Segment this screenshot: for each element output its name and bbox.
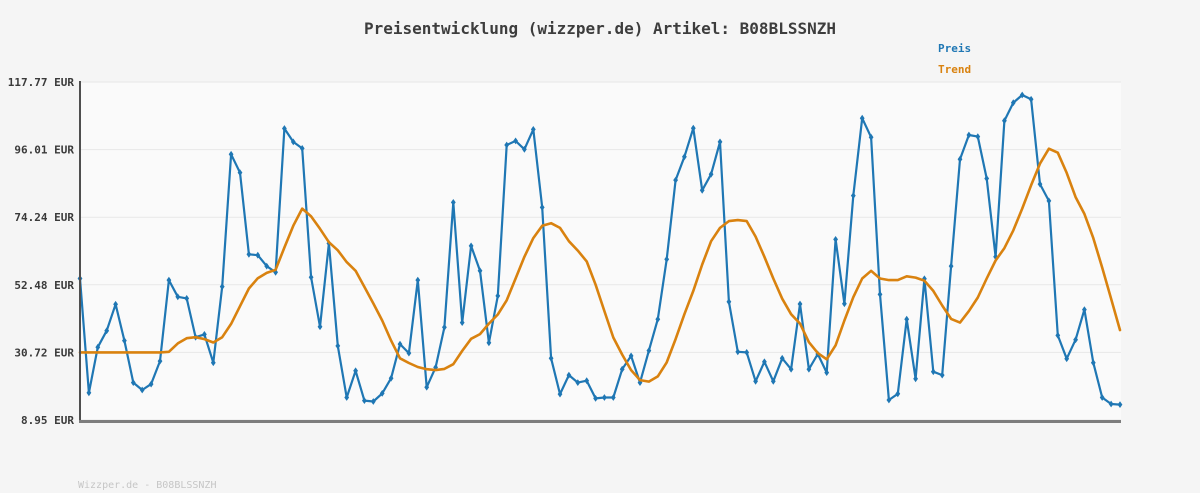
watermark-text: Wizzper.de - B08BLSSNZH <box>78 480 217 491</box>
legend-item-preis: Preis <box>938 38 971 59</box>
series-line-trend <box>78 147 1122 383</box>
bottom-strip <box>0 493 1200 500</box>
plot-area <box>80 82 1121 420</box>
y-tick-label: 117.77 EUR <box>8 76 75 89</box>
legend-label-trend: Trend <box>938 63 972 76</box>
y-tick-label: 52.48 EUR <box>14 279 74 292</box>
y-tick-label: 74.24 EUR <box>14 211 74 224</box>
legend-label-preis: Preis <box>938 42 972 55</box>
series-line-preis <box>78 93 1122 406</box>
y-tick-label: 96.01 EUR <box>14 144 74 157</box>
chart-title: Preisentwicklung (wizzper.de) Artikel: B… <box>363 19 836 38</box>
y-tick-label: 30.72 EUR <box>14 346 74 359</box>
legend-item-trend: Trend <box>938 59 971 80</box>
y-tick-label: 8.95 EUR <box>21 414 74 427</box>
chart-legend: Preis Trend <box>938 38 971 80</box>
